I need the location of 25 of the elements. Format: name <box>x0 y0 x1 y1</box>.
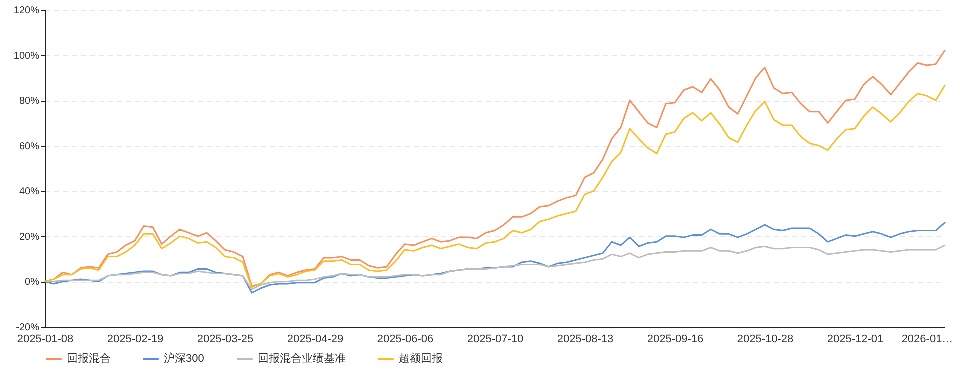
x-tick-label: 2025-02-19 <box>107 334 164 346</box>
y-tick-label: 40% <box>19 186 40 198</box>
x-tick-label: 2025-04-29 <box>287 334 344 346</box>
x-tick-label: 2025-06-06 <box>377 334 434 346</box>
legend-label: 超额回报 <box>399 352 443 365</box>
y-tick-label: 0% <box>25 277 40 288</box>
y-tick-label: 60% <box>19 141 40 152</box>
x-tick-label: 2026-01… <box>902 334 954 346</box>
legend-label: 回报混合 <box>67 352 111 365</box>
x-tick-label: 2025-01-08 <box>17 334 74 346</box>
y-tick-label: 100% <box>14 50 40 62</box>
x-tick-label: 2025-10-28 <box>737 334 794 346</box>
y-tick-label: 80% <box>19 96 40 108</box>
y-tick-label: -20% <box>16 322 40 334</box>
line-series <box>44 244 946 290</box>
x-tick-label: 2025-07-10 <box>467 334 524 346</box>
x-tick-label: 2025-03-25 <box>197 334 254 346</box>
x-tick-label: 2025-08-13 <box>557 334 614 346</box>
x-tick-label: 2025-12-01 <box>827 334 884 346</box>
y-tick-label: 120% <box>14 6 40 16</box>
line-series <box>44 85 946 288</box>
x-tick-label: 2025-09-16 <box>647 334 704 346</box>
legend-label: 回报混合业绩基准 <box>258 352 346 365</box>
legend-label: 沪深300 <box>164 352 204 365</box>
y-tick-label: 20% <box>19 232 40 243</box>
